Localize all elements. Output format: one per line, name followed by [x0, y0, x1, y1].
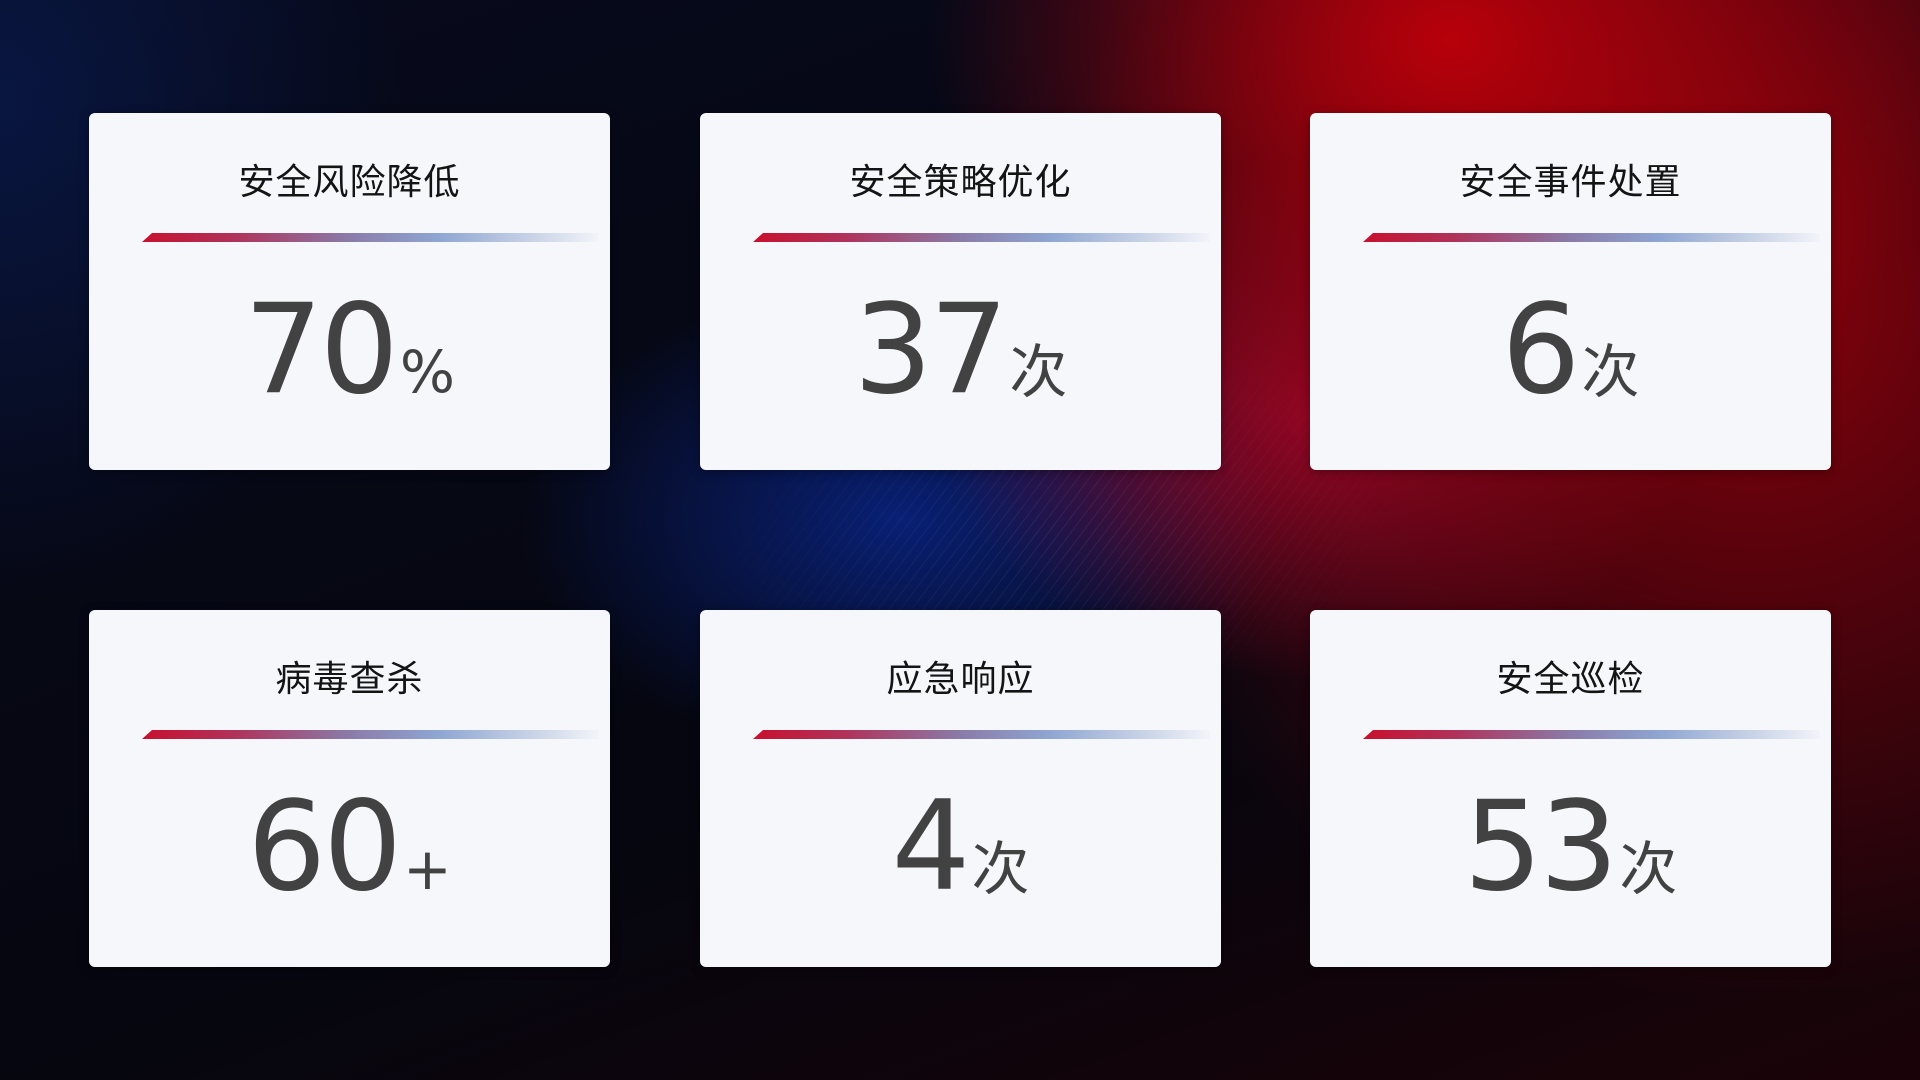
card-value: 4次 [700, 775, 1221, 919]
card-title: 安全风险降低 [238, 162, 461, 203]
value-unit: % [399, 338, 455, 406]
stat-card-incident-handling: 安全事件处置 6次 [1310, 113, 1831, 470]
value-number: 53 [1463, 775, 1619, 919]
card-value: 53次 [1310, 775, 1831, 919]
card-value: 37次 [700, 278, 1221, 422]
value-unit: 次 [1619, 835, 1678, 903]
value-unit: 次 [971, 835, 1030, 903]
card-value: 6次 [1310, 278, 1831, 422]
gradient-divider [142, 730, 599, 739]
card-title: 应急响应 [886, 659, 1035, 700]
card-title: 病毒查杀 [275, 659, 424, 700]
value-unit: 次 [1581, 338, 1640, 406]
value-unit: 次 [1009, 338, 1068, 406]
stat-card-security-patrol: 安全巡检 53次 [1310, 610, 1831, 967]
value-number: 70 [244, 278, 399, 422]
value-number: 4 [891, 775, 971, 919]
gradient-divider [753, 730, 1210, 739]
stat-card-emergency-response: 应急响应 4次 [700, 610, 1221, 967]
stat-card-virus-removal: 病毒查杀 60+ [89, 610, 610, 967]
card-title: 安全巡检 [1496, 659, 1645, 700]
value-number: 37 [853, 278, 1009, 422]
card-value: 70% [89, 278, 610, 422]
gradient-divider [1363, 233, 1820, 242]
gradient-divider [753, 233, 1210, 242]
value-number: 6 [1501, 278, 1581, 422]
stat-card-policy-optimization: 安全策略优化 37次 [700, 113, 1221, 470]
gradient-divider [1363, 730, 1820, 739]
gradient-divider [142, 233, 599, 242]
stat-card-risk-reduction: 安全风险降低 70% [89, 113, 610, 470]
value-number: 60 [247, 775, 402, 919]
card-title: 安全策略优化 [849, 162, 1072, 203]
card-value: 60+ [89, 775, 610, 919]
card-title: 安全事件处置 [1459, 162, 1682, 203]
value-unit: + [403, 835, 452, 903]
